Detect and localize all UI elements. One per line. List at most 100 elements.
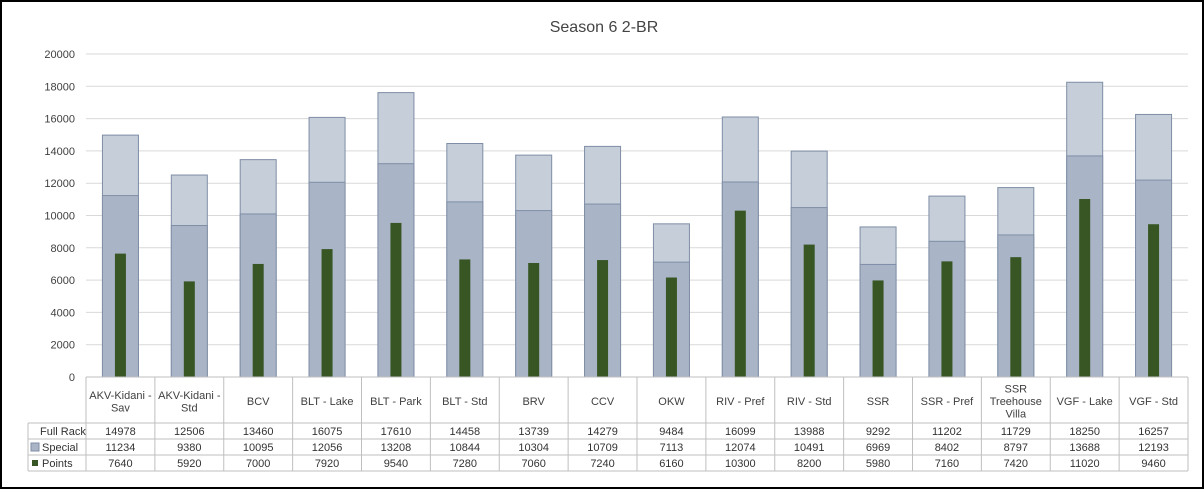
data-label: 6969 xyxy=(866,442,890,454)
bar-points xyxy=(321,249,333,377)
data-label: 14458 xyxy=(450,426,481,438)
y-tick-label: 16000 xyxy=(44,114,75,126)
category-label: VGF - Lake xyxy=(1057,396,1113,408)
y-tick-label: 0 xyxy=(69,372,75,384)
data-label: 12193 xyxy=(1138,442,1169,454)
bar-points xyxy=(459,259,471,377)
category-label: BLT - Lake xyxy=(301,396,354,408)
data-label: 7060 xyxy=(521,458,545,470)
data-label: 13739 xyxy=(518,426,549,438)
bar-points xyxy=(114,253,126,377)
data-label: 5980 xyxy=(866,458,890,470)
data-label: 13688 xyxy=(1069,442,1100,454)
data-label: 7640 xyxy=(108,458,132,470)
data-label: 13988 xyxy=(794,426,825,438)
data-label: 11729 xyxy=(1001,426,1031,438)
y-tick-label: 6000 xyxy=(51,275,75,287)
bar-points xyxy=(803,244,815,377)
data-label: 9540 xyxy=(384,458,408,470)
data-label: 17610 xyxy=(381,426,412,438)
data-label: 7240 xyxy=(590,458,614,470)
data-label: 14279 xyxy=(587,426,618,438)
y-tick-label: 10000 xyxy=(44,211,75,223)
category-label: SSR Treehouse Villa xyxy=(990,384,1042,421)
y-tick-label: 4000 xyxy=(51,307,75,319)
data-label: 14978 xyxy=(105,426,136,438)
data-label: 10709 xyxy=(587,442,618,454)
bar-points xyxy=(390,222,402,377)
data-label: 7280 xyxy=(453,458,477,470)
data-label: 11234 xyxy=(106,442,136,454)
data-label: 8200 xyxy=(797,458,821,470)
category-label: BCV xyxy=(247,396,270,408)
data-label: 7420 xyxy=(1004,458,1028,470)
data-label: 5920 xyxy=(177,458,201,470)
data-label: 16099 xyxy=(725,426,756,438)
data-label: 6160 xyxy=(659,458,683,470)
bar-points xyxy=(734,210,746,377)
y-tick-label: 2000 xyxy=(51,340,75,352)
bars xyxy=(101,81,1173,378)
category-label: AKV-Kidani -Sav xyxy=(89,390,152,415)
bar-points xyxy=(528,262,540,377)
category-label: BRV xyxy=(522,396,545,408)
data-label: 9380 xyxy=(177,442,201,454)
category-label: RIV - Std xyxy=(787,396,832,408)
series-label: Full Rack xyxy=(40,426,86,438)
category-label: RIV - Pref xyxy=(716,396,765,408)
legend-key-1 xyxy=(30,442,40,452)
data-label: 8797 xyxy=(1004,442,1028,454)
category-label: AKV-Kidani -Std xyxy=(158,390,221,415)
bar-points xyxy=(941,261,953,377)
bar-points xyxy=(872,280,884,377)
data-label: 7113 xyxy=(660,442,684,454)
category-label: CCV xyxy=(591,396,615,408)
bar-points xyxy=(1148,224,1160,377)
chart-title: Season 6 2-BR xyxy=(550,19,659,36)
y-tick-label: 18000 xyxy=(44,81,75,93)
bar-points xyxy=(665,277,677,377)
data-label: 7920 xyxy=(315,458,339,470)
data-label: 8402 xyxy=(935,442,959,454)
data-label: 12074 xyxy=(725,442,756,454)
data-label: 12506 xyxy=(174,426,205,438)
bar-points xyxy=(1079,199,1091,377)
data-label: 10304 xyxy=(518,442,549,454)
bar-points xyxy=(597,260,609,377)
data-label: 9460 xyxy=(1141,458,1165,470)
data-label: 18250 xyxy=(1069,426,1100,438)
data-label: 11202 xyxy=(932,426,962,438)
data-label: 16257 xyxy=(1138,426,1169,438)
data-label: 9292 xyxy=(866,426,890,438)
category-label: VGF - Std xyxy=(1129,396,1178,408)
data-label: 11020 xyxy=(1070,458,1100,470)
category-label: SSR - Pref xyxy=(921,396,975,408)
series-label: Points xyxy=(42,458,73,470)
category-label: BLT - Park xyxy=(370,396,422,408)
category-label: SSR xyxy=(867,396,890,408)
data-label: 7000 xyxy=(246,458,270,470)
y-tick-label: 20000 xyxy=(44,49,75,61)
legend-key-2 xyxy=(32,460,38,466)
data-label: 7160 xyxy=(935,458,959,470)
data-label: 10300 xyxy=(725,458,756,470)
data-label: 12056 xyxy=(312,442,343,454)
y-axis-tick-labels: 0 2000 4000 6000 8000 10000 12000 14000 16000 180… xyxy=(44,49,75,384)
bar-points xyxy=(183,281,195,377)
data-label: 10095 xyxy=(243,442,274,454)
data-label: 9484 xyxy=(659,426,683,438)
bar-points xyxy=(252,263,264,377)
series-label: Special xyxy=(42,442,78,454)
data-label: 13208 xyxy=(381,442,412,454)
data-label: 13460 xyxy=(243,426,274,438)
data-label: 10844 xyxy=(450,442,481,454)
data-label: 10491 xyxy=(794,442,825,454)
y-tick-label: 14000 xyxy=(44,146,75,158)
category-label: BLT - Std xyxy=(442,396,487,408)
data-label: 16075 xyxy=(312,426,343,438)
category-label: OKW xyxy=(658,396,685,408)
y-tick-label: 12000 xyxy=(44,178,75,190)
